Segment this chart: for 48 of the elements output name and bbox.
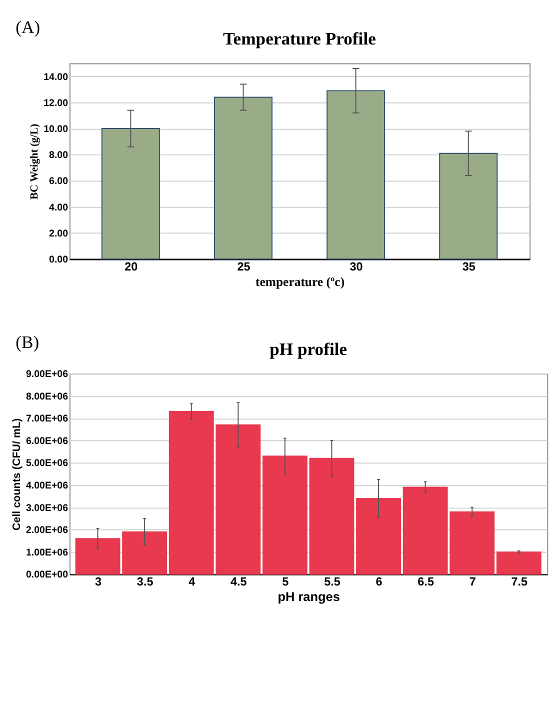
x-axis-title: temperature (ºc) xyxy=(255,274,345,289)
text: (A) xyxy=(16,16,40,37)
y-tick-label: 8.00E+06 xyxy=(26,391,69,402)
y-tick-label: 2.00 xyxy=(49,228,69,240)
x-tick-label: 7 xyxy=(469,576,476,589)
x-tick-label: 5.5 xyxy=(324,576,341,589)
y-axis-title: BC Weight (g/L) xyxy=(28,123,41,200)
x-tick-label: 7.5 xyxy=(511,576,528,589)
bar xyxy=(309,458,354,575)
y-tick-label: 8.00 xyxy=(49,150,69,162)
y-tick-label: 6.00E+06 xyxy=(26,436,69,447)
y-tick-label: 7.00E+06 xyxy=(26,414,69,425)
y-axis-title: Cell counts (CFU/ mL) xyxy=(10,418,23,531)
x-tick-label: 6.5 xyxy=(418,576,434,589)
y-tick-label: 4.00E+06 xyxy=(26,480,69,492)
y-tick-label: 5.00E+06 xyxy=(26,458,69,470)
bar xyxy=(101,128,160,260)
x-tick-label: 4 xyxy=(188,576,196,589)
y-tick-label: 12.00 xyxy=(44,98,69,109)
x-tick-label: 25 xyxy=(237,260,251,274)
chart-title: Temperature Profile xyxy=(223,28,376,49)
y-tick-label: 14.00 xyxy=(44,72,69,83)
y-tick-label: 9.00E+06 xyxy=(26,369,69,380)
y-tick-label: 4.00 xyxy=(49,202,69,214)
chart-title: pH profile xyxy=(270,338,348,359)
y-tick-label: 10.00 xyxy=(44,124,69,135)
y-tick-label: 1.00E+06 xyxy=(26,547,69,558)
x-tick-label: 20 xyxy=(124,260,138,274)
y-tick-label: 0.00E+00 xyxy=(26,570,69,581)
bar xyxy=(326,90,386,260)
bar xyxy=(496,551,542,575)
x-tick-label: 30 xyxy=(350,260,364,274)
y-tick-label: 3.00E+06 xyxy=(26,502,69,514)
x-tick-label: 3.5 xyxy=(136,576,154,589)
y-tick-label: 0.00 xyxy=(49,254,69,266)
x-axis-title: pH ranges xyxy=(278,589,340,604)
bar xyxy=(356,498,401,575)
bar xyxy=(262,456,308,575)
bar xyxy=(439,152,498,260)
x-tick-label: 35 xyxy=(462,260,476,274)
x-tick-label: 6 xyxy=(376,576,383,589)
x-tick-label: 3 xyxy=(95,576,102,589)
y-tick-label: 6.00 xyxy=(49,176,69,188)
text: (B) xyxy=(16,332,40,352)
bar xyxy=(214,96,272,260)
y-tick-label: 2.00E+06 xyxy=(26,525,69,536)
x-tick-label: 5 xyxy=(282,576,290,589)
x-tick-label: 4.5 xyxy=(230,576,248,589)
